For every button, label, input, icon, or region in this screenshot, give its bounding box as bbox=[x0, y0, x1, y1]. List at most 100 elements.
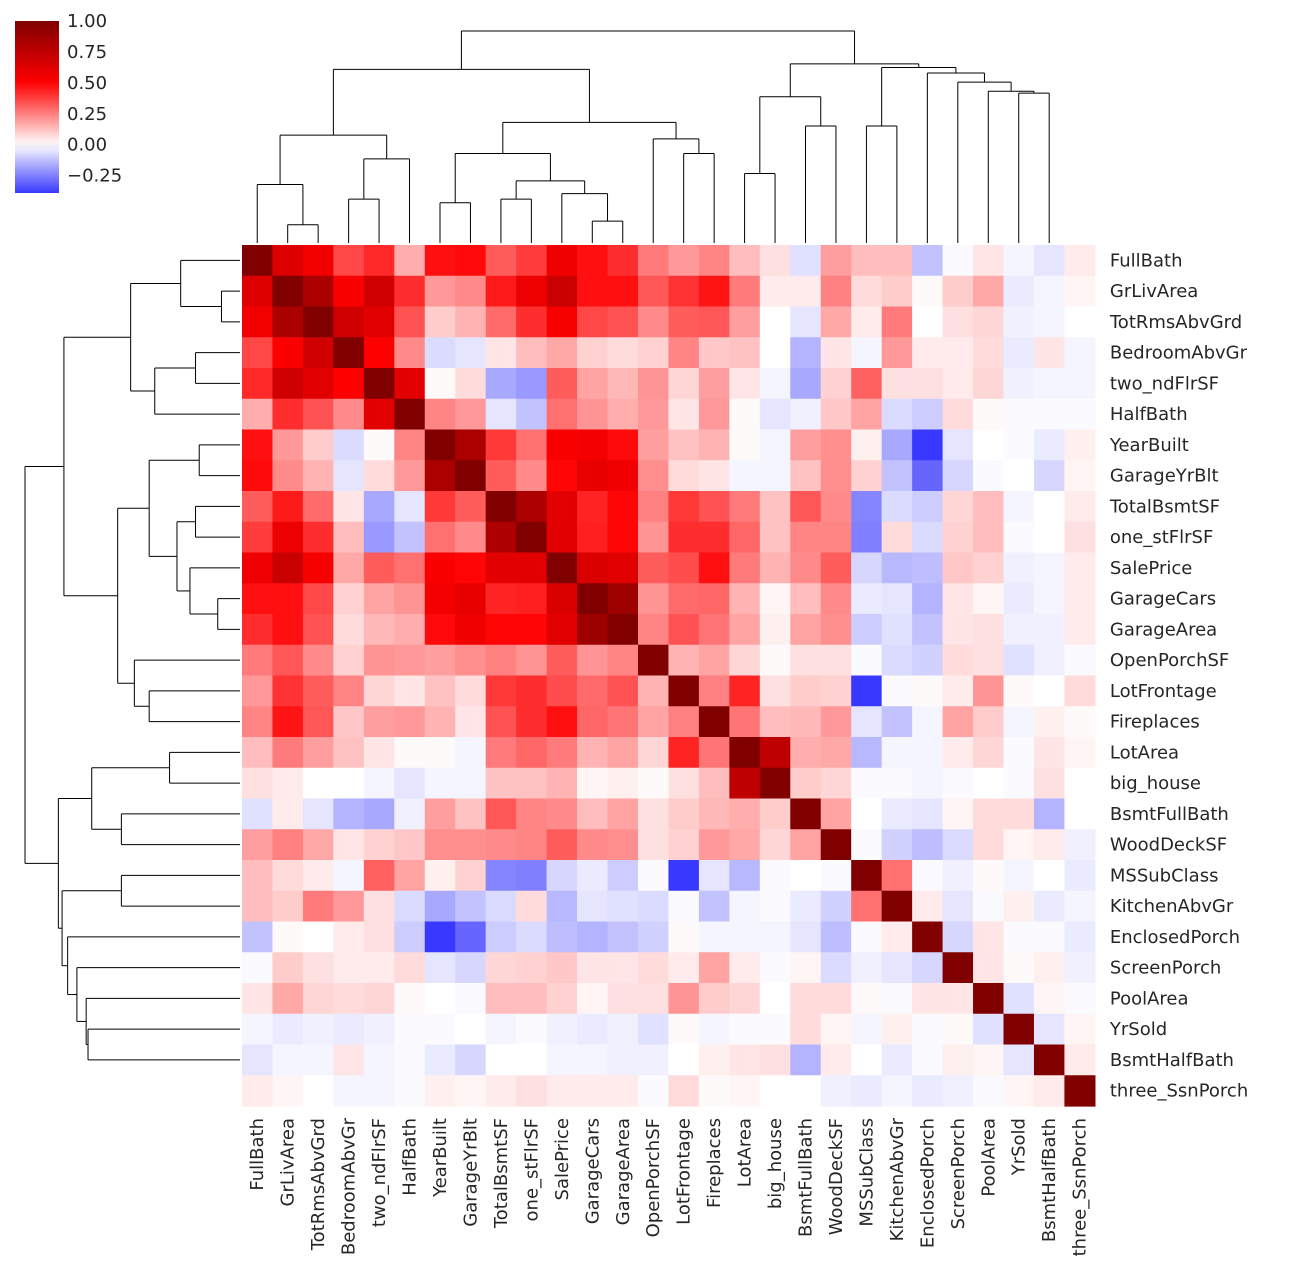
heatmap-cell bbox=[912, 952, 944, 984]
heatmap-cell bbox=[242, 398, 274, 431]
heatmap-cell bbox=[912, 706, 944, 738]
heatmap-cell bbox=[577, 306, 609, 338]
column-dendrogram bbox=[256, 30, 1050, 243]
heatmap-cell bbox=[637, 429, 670, 461]
heatmap-cell bbox=[820, 429, 852, 461]
heatmap-cell bbox=[759, 460, 791, 492]
heatmap-cell bbox=[242, 1013, 274, 1046]
heatmap-cell bbox=[698, 491, 730, 523]
heatmap-cell bbox=[912, 583, 944, 615]
heatmap-cell bbox=[790, 860, 822, 892]
heatmap-cell bbox=[1064, 245, 1096, 277]
heatmap-cell bbox=[637, 675, 670, 707]
heatmap-cell bbox=[1033, 860, 1066, 892]
heatmap-cell bbox=[485, 860, 517, 892]
heatmap-cell bbox=[790, 552, 822, 584]
heatmap-cell bbox=[424, 737, 456, 769]
heatmap-cell bbox=[698, 398, 730, 431]
heatmap-cell bbox=[729, 337, 761, 369]
heatmap-cell bbox=[577, 706, 609, 738]
heatmap-cell bbox=[1003, 860, 1035, 892]
heatmap-cell bbox=[363, 706, 395, 738]
heatmap-cell bbox=[333, 860, 365, 892]
heatmap-cell bbox=[698, 675, 730, 707]
heatmap-cell bbox=[455, 337, 487, 369]
heatmap-cell bbox=[912, 675, 944, 707]
heatmap-cell bbox=[333, 706, 365, 738]
heatmap-cell bbox=[455, 429, 487, 461]
heatmap-cell bbox=[363, 890, 395, 923]
colorbar: 1.00 0.75 0.50 0.25 0.00 −0.25 bbox=[15, 11, 122, 193]
heatmap-cell bbox=[485, 552, 517, 584]
heatmap-cell bbox=[698, 644, 730, 677]
heatmap-cell bbox=[759, 767, 791, 800]
row-tick-label: BedroomAbvGr bbox=[1110, 343, 1248, 364]
heatmap-cell bbox=[942, 1075, 974, 1107]
heatmap-cell bbox=[1003, 644, 1035, 677]
heatmap-cell bbox=[820, 306, 852, 338]
heatmap-cell bbox=[668, 983, 700, 1015]
heatmap-cell bbox=[242, 583, 274, 615]
heatmap-cell bbox=[516, 737, 548, 769]
heatmap-cell bbox=[851, 1013, 883, 1046]
heatmap-cell bbox=[912, 521, 944, 554]
heatmap-cell bbox=[942, 675, 974, 707]
heatmap-cell bbox=[455, 583, 487, 615]
heatmap-cell bbox=[607, 337, 639, 369]
heatmap-cell bbox=[851, 675, 883, 707]
heatmap-cell bbox=[942, 952, 974, 984]
heatmap-cell bbox=[698, 521, 730, 554]
heatmap-cell bbox=[912, 860, 944, 892]
heatmap-cell bbox=[577, 552, 609, 584]
heatmap-cell bbox=[577, 1075, 609, 1107]
heatmap-cell bbox=[516, 245, 548, 277]
heatmap-cell bbox=[394, 306, 426, 338]
heatmap-cell bbox=[363, 860, 395, 892]
heatmap-cell bbox=[455, 275, 487, 308]
heatmap-cell bbox=[455, 767, 487, 800]
heatmap-cell bbox=[973, 275, 1005, 308]
heatmap-cell bbox=[637, 368, 670, 400]
heatmap-cell bbox=[516, 952, 548, 984]
heatmap-cell bbox=[881, 614, 913, 646]
heatmap-cell bbox=[1033, 552, 1066, 584]
heatmap-cell bbox=[790, 798, 822, 830]
heatmap-cell bbox=[1003, 552, 1035, 584]
heatmap-cell bbox=[637, 1044, 670, 1076]
heatmap-cell bbox=[881, 337, 913, 369]
heatmap-cell bbox=[242, 337, 274, 369]
heatmap-cell bbox=[546, 1075, 578, 1107]
heatmap-cell bbox=[668, 245, 700, 277]
heatmap-cell bbox=[790, 706, 822, 738]
heatmap-cell bbox=[1003, 275, 1035, 308]
heatmap-cell bbox=[759, 245, 791, 277]
heatmap-cell bbox=[1064, 491, 1096, 523]
heatmap-cell bbox=[577, 491, 609, 523]
heatmap-cell bbox=[485, 675, 517, 707]
heatmap-cell bbox=[455, 644, 487, 677]
heatmap-cell bbox=[637, 614, 670, 646]
column-tick-label: OpenPorchSF bbox=[643, 1118, 664, 1237]
heatmap-cell bbox=[790, 521, 822, 554]
heatmap-cell bbox=[516, 368, 548, 400]
heatmap-cell bbox=[912, 398, 944, 431]
heatmap-cell bbox=[912, 306, 944, 338]
heatmap-cell bbox=[881, 245, 913, 277]
heatmap-cell bbox=[546, 860, 578, 892]
heatmap-cell bbox=[363, 614, 395, 646]
heatmap-cell bbox=[485, 460, 517, 492]
heatmap-cell bbox=[455, 921, 487, 953]
heatmap-cell bbox=[546, 952, 578, 984]
column-tick-label: BsmtHalfBath bbox=[1039, 1118, 1060, 1242]
heatmap-cell bbox=[1033, 675, 1066, 707]
heatmap-cell bbox=[272, 491, 304, 523]
heatmap-cell bbox=[729, 1044, 761, 1076]
heatmap-cell bbox=[881, 767, 913, 800]
heatmap-cell bbox=[242, 890, 274, 923]
column-tick-label: GarageCars bbox=[582, 1118, 603, 1224]
heatmap-cell bbox=[637, 1075, 670, 1107]
heatmap-cell bbox=[790, 675, 822, 707]
heatmap-cell bbox=[668, 860, 700, 892]
heatmap-cell bbox=[851, 767, 883, 800]
heatmap-cell bbox=[302, 552, 334, 584]
